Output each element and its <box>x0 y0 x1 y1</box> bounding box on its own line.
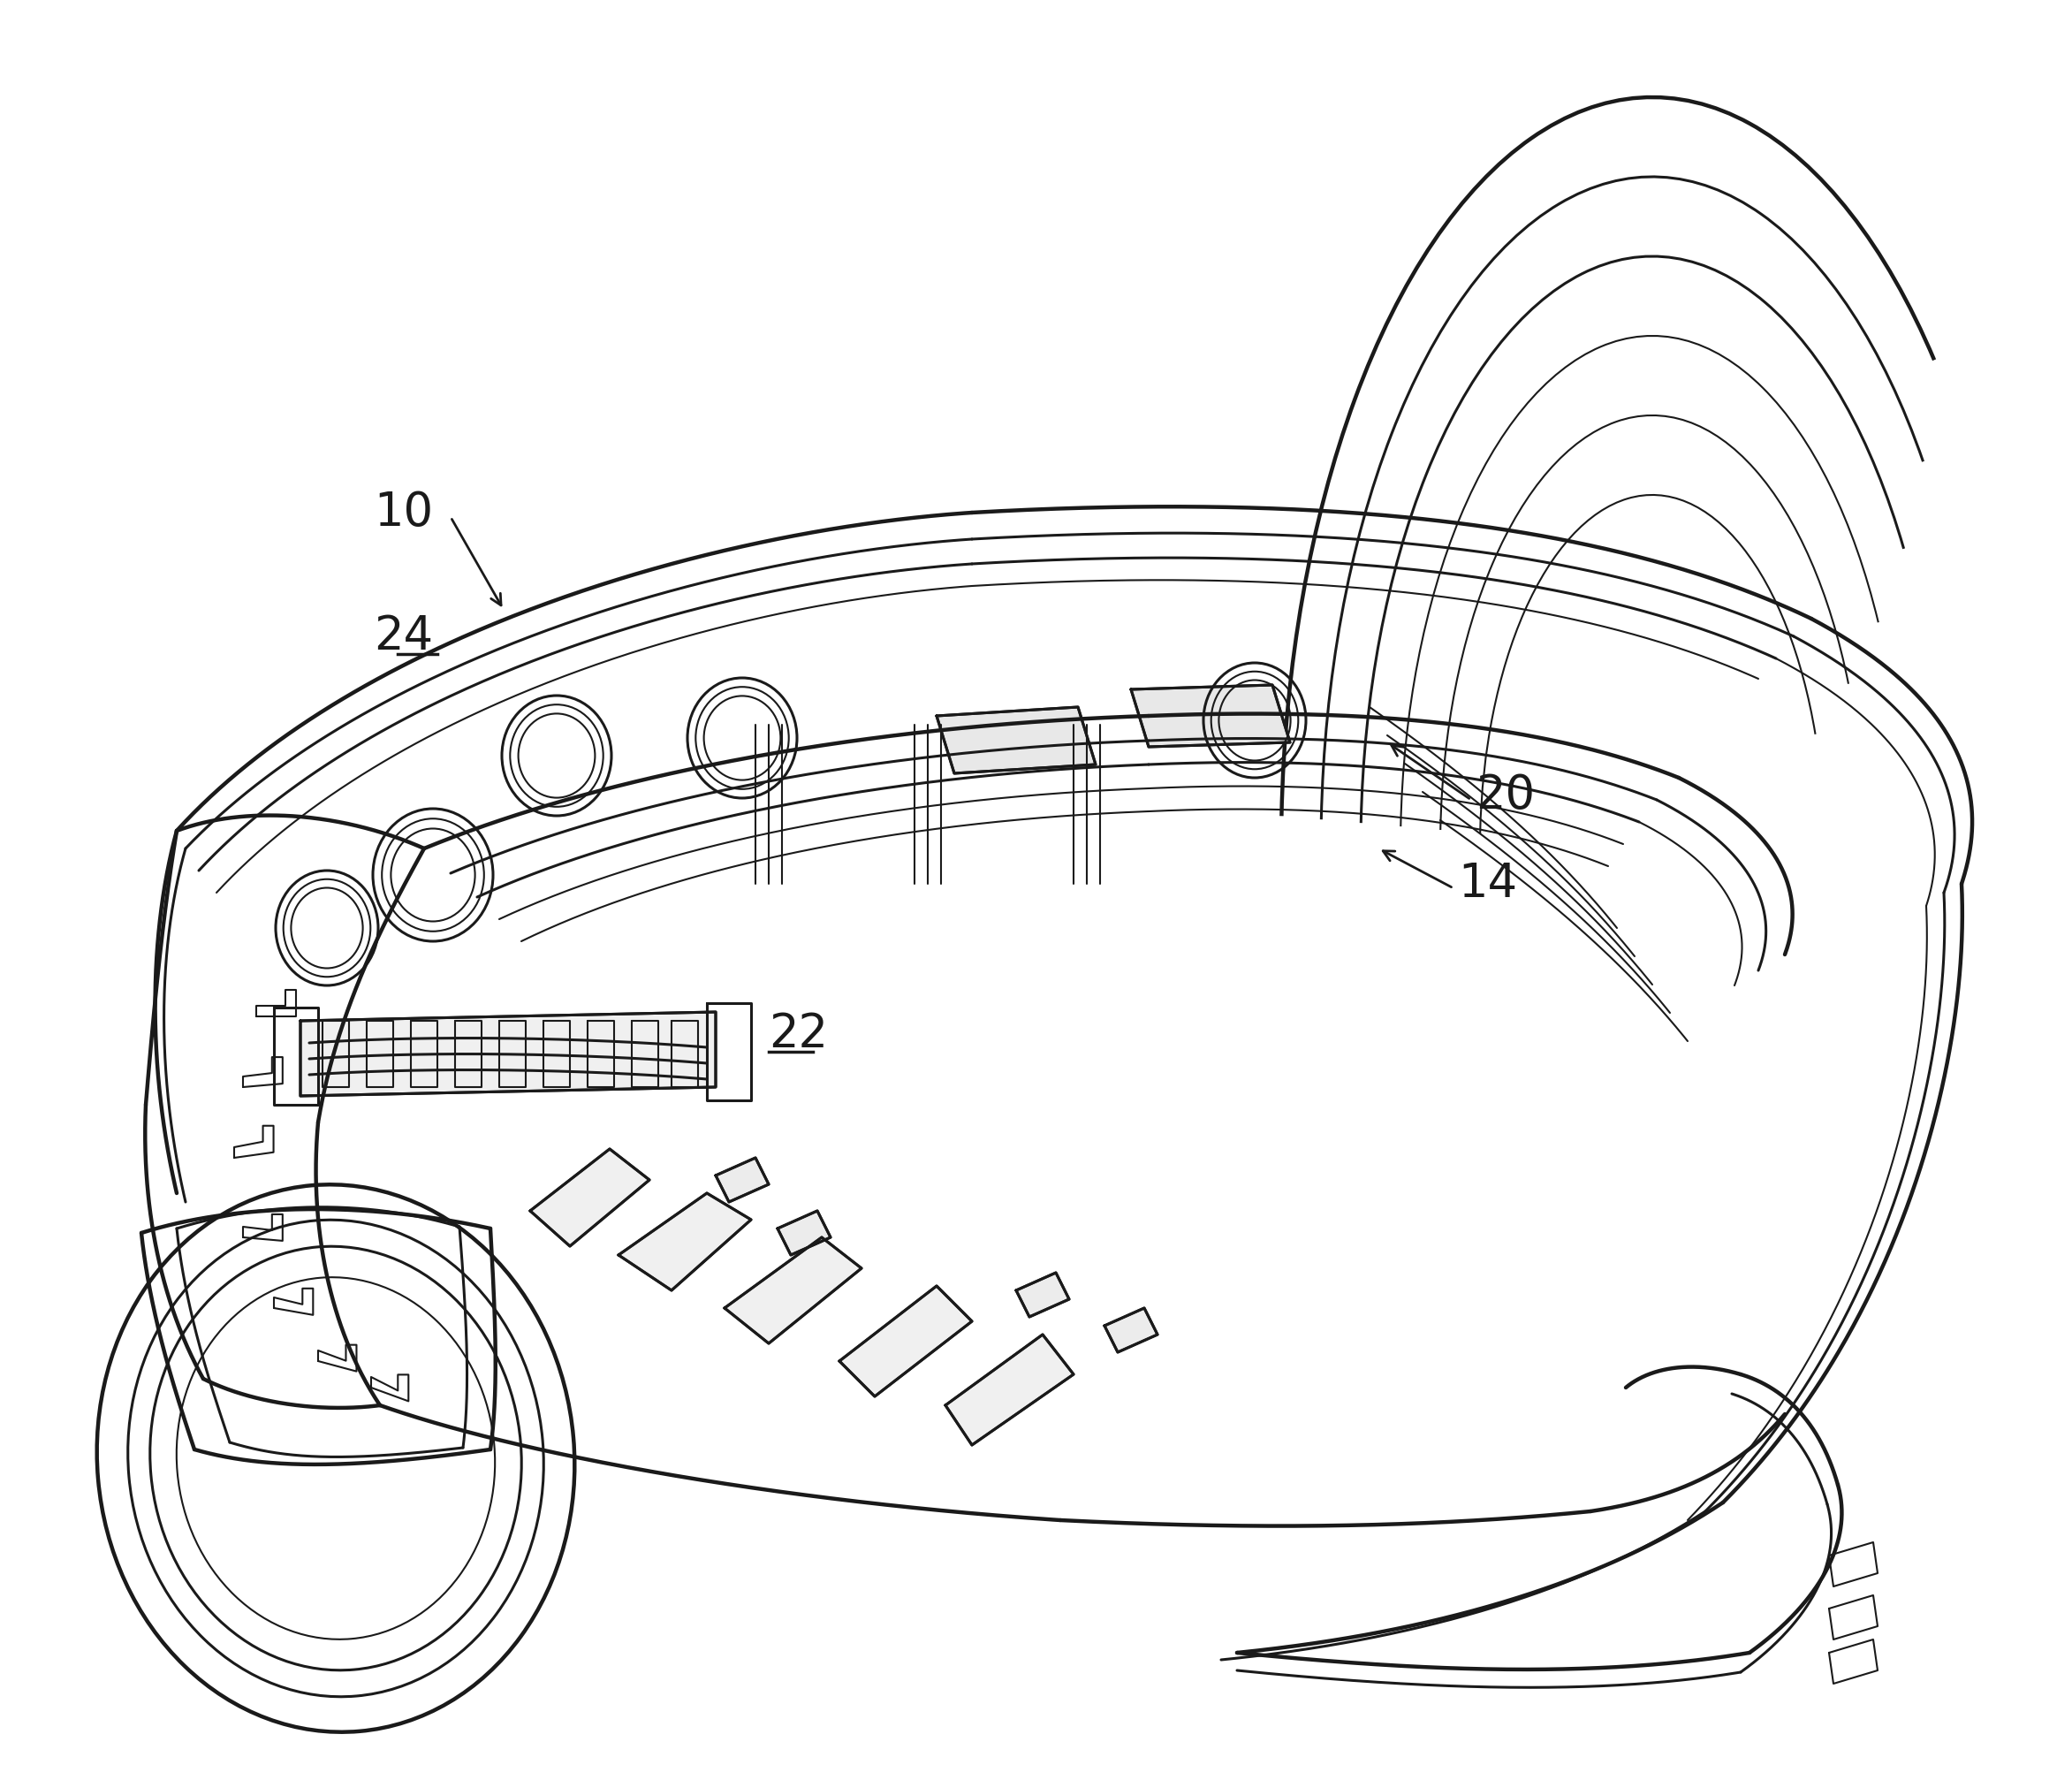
Polygon shape <box>725 1237 862 1344</box>
Polygon shape <box>945 1335 1073 1445</box>
Text: 20: 20 <box>1475 773 1535 819</box>
Polygon shape <box>300 1013 715 1096</box>
Polygon shape <box>839 1285 972 1397</box>
Polygon shape <box>620 1193 750 1290</box>
Text: 10: 10 <box>373 490 433 536</box>
Polygon shape <box>1015 1273 1069 1317</box>
Polygon shape <box>1131 685 1291 748</box>
Polygon shape <box>715 1157 769 1202</box>
Text: 14: 14 <box>1459 862 1517 906</box>
Polygon shape <box>530 1148 649 1246</box>
Polygon shape <box>937 707 1096 773</box>
Text: 24: 24 <box>373 614 433 659</box>
Text: 22: 22 <box>769 1011 829 1057</box>
Polygon shape <box>777 1210 831 1255</box>
Polygon shape <box>1104 1308 1158 1353</box>
